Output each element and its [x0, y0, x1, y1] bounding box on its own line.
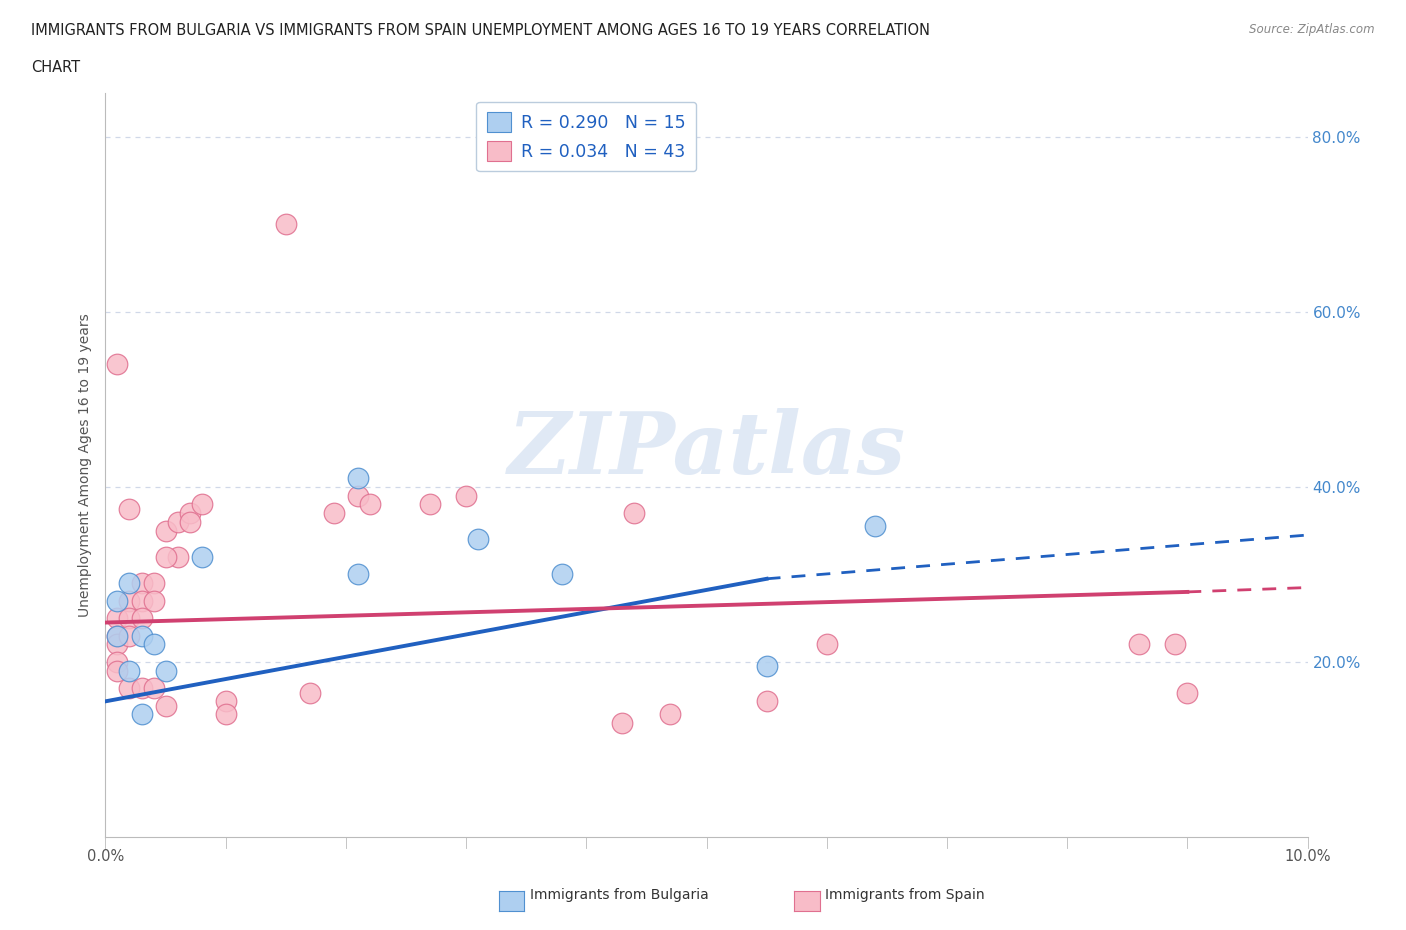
Point [551, 567, 574, 582]
Point [107, 655, 129, 670]
Point [359, 497, 381, 512]
Point [166, 514, 188, 529]
Point [131, 681, 153, 696]
Point [107, 629, 129, 644]
Point [322, 506, 344, 521]
Point [142, 681, 165, 696]
Legend: R = 0.290   N = 15, R = 0.034   N = 43: R = 0.290 N = 15, R = 0.034 N = 43 [477, 101, 696, 171]
Text: Immigrants from Bulgaria: Immigrants from Bulgaria [530, 887, 709, 902]
Point [142, 637, 165, 652]
Point [755, 658, 778, 673]
Point [298, 685, 321, 700]
Point [107, 593, 129, 608]
Point [467, 532, 489, 547]
Point [179, 514, 201, 529]
Point [214, 707, 236, 722]
Point [190, 497, 212, 512]
Point [118, 593, 141, 608]
Point [155, 663, 177, 678]
Point [131, 629, 153, 644]
Point [131, 576, 153, 591]
Text: Immigrants from Spain: Immigrants from Spain [825, 887, 986, 902]
Point [155, 698, 177, 713]
Point [166, 550, 188, 565]
Point [118, 501, 141, 516]
Point [815, 637, 838, 652]
Text: ZIPatlas: ZIPatlas [508, 408, 905, 492]
Point [131, 707, 153, 722]
Point [107, 637, 129, 652]
Point [142, 576, 165, 591]
Point [118, 681, 141, 696]
Point [1175, 685, 1198, 700]
Point [612, 716, 634, 731]
Point [347, 567, 370, 582]
Point [107, 611, 129, 626]
Point [454, 488, 477, 503]
Point [118, 576, 141, 591]
Point [347, 471, 370, 485]
Text: CHART: CHART [31, 60, 80, 75]
Point [179, 506, 201, 521]
Point [118, 611, 141, 626]
Point [131, 593, 153, 608]
Text: Source: ZipAtlas.com: Source: ZipAtlas.com [1250, 23, 1375, 36]
Point [347, 488, 370, 503]
Point [274, 217, 297, 232]
Point [131, 611, 153, 626]
Point [659, 707, 682, 722]
Point [118, 629, 141, 644]
Point [118, 663, 141, 678]
Point [1128, 637, 1150, 652]
Point [190, 550, 212, 565]
Point [107, 629, 129, 644]
Point [214, 694, 236, 709]
Point [863, 519, 886, 534]
Y-axis label: Unemployment Among Ages 16 to 19 years: Unemployment Among Ages 16 to 19 years [79, 313, 93, 617]
Point [1164, 637, 1187, 652]
Point [107, 357, 129, 372]
Point [155, 524, 177, 538]
Point [755, 694, 778, 709]
Text: IMMIGRANTS FROM BULGARIA VS IMMIGRANTS FROM SPAIN UNEMPLOYMENT AMONG AGES 16 TO : IMMIGRANTS FROM BULGARIA VS IMMIGRANTS F… [31, 23, 929, 38]
Point [623, 506, 645, 521]
Point [419, 497, 441, 512]
Point [107, 663, 129, 678]
Point [142, 593, 165, 608]
Point [155, 550, 177, 565]
